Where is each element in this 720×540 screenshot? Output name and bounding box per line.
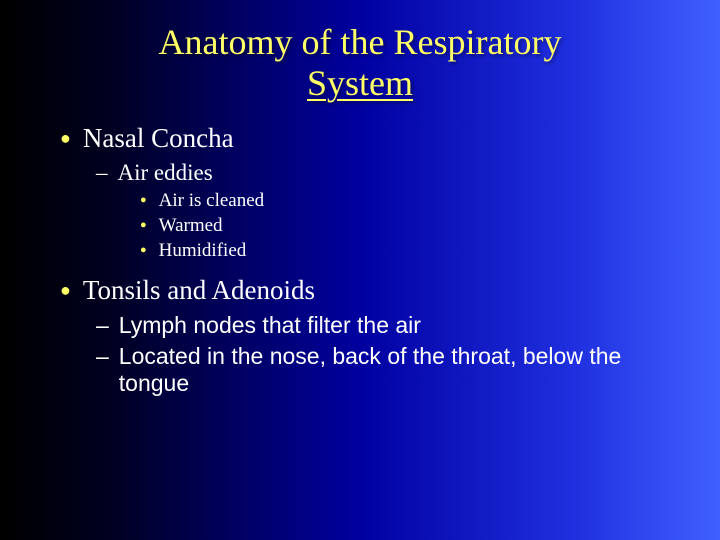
bullet-level3: ● Humidified: [140, 240, 660, 262]
dash-bullet-icon: –: [96, 343, 109, 370]
level3-text: Humidified: [159, 240, 247, 262]
bullet-level3: ● Warmed: [140, 215, 660, 237]
title-line-2: System: [307, 63, 413, 103]
level1-text: Tonsils and Adenoids: [83, 275, 315, 306]
spacer: [60, 265, 660, 275]
dash-bullet-icon: –: [96, 160, 108, 186]
slide-content: ● Nasal Concha – Air eddies ● Air is cle…: [0, 105, 720, 397]
disc-bullet-icon: ●: [60, 280, 71, 301]
level2-text: Lymph nodes that filter the air: [119, 312, 421, 339]
dash-bullet-icon: –: [96, 312, 109, 339]
bullet-level2: – Air eddies: [96, 160, 660, 186]
bullet-level3: ● Air is cleaned: [140, 190, 660, 212]
bullet-level1: ● Nasal Concha: [60, 123, 660, 154]
level3-text: Warmed: [159, 215, 223, 237]
slide: Anatomy of the Respiratory System ● Nasa…: [0, 0, 720, 540]
disc-bullet-icon: ●: [60, 128, 71, 149]
disc-bullet-icon: ●: [140, 219, 147, 231]
bullet-level2: – Located in the nose, back of the throa…: [96, 343, 660, 397]
level2-text: Located in the nose, back of the throat,…: [119, 343, 660, 397]
disc-bullet-icon: ●: [140, 244, 147, 256]
level1-text: Nasal Concha: [83, 123, 234, 154]
level3-text: Air is cleaned: [159, 190, 265, 212]
bullet-level2: – Lymph nodes that filter the air: [96, 312, 660, 339]
disc-bullet-icon: ●: [140, 194, 147, 206]
title-line-1: Anatomy of the Respiratory: [159, 22, 562, 62]
level2-text: Air eddies: [118, 160, 213, 186]
bullet-level1: ● Tonsils and Adenoids: [60, 275, 660, 306]
slide-title: Anatomy of the Respiratory System: [0, 0, 720, 105]
